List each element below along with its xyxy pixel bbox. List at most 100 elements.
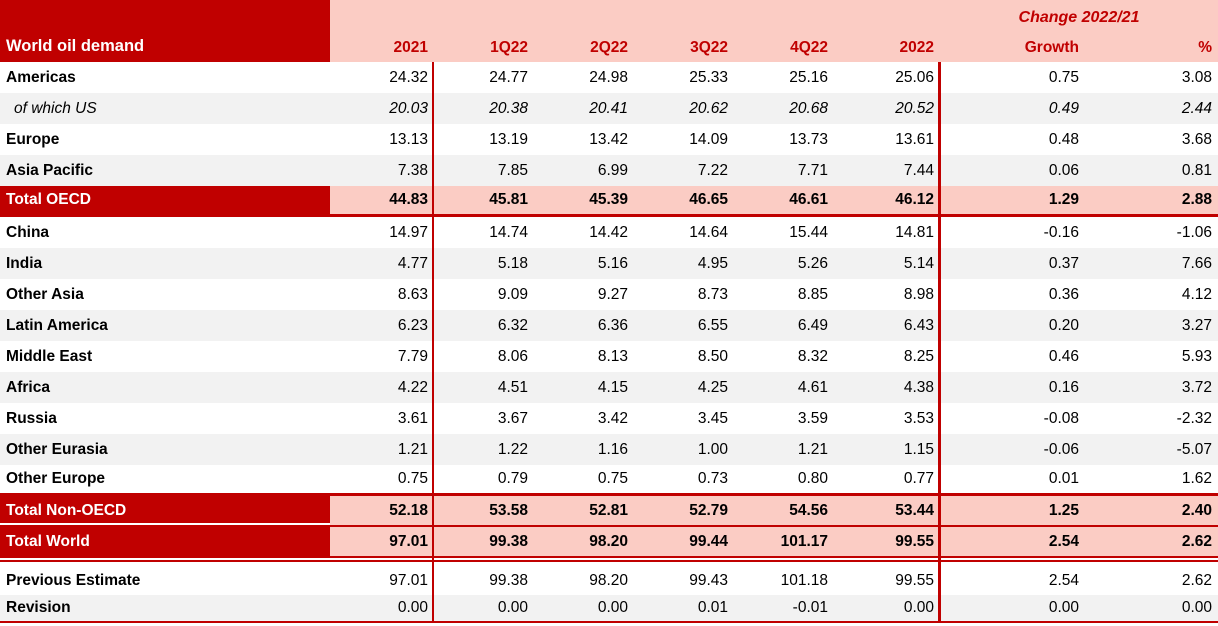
table-row: Total World 97.01 99.38 98.20 99.44 101.… <box>0 527 1218 558</box>
cell-4q22: -0.01 <box>792 599 828 616</box>
cell-4q22: 15.44 <box>789 223 828 241</box>
column-header: 2022 <box>899 38 934 56</box>
cell-4q22: 54.56 <box>734 496 834 525</box>
cell-growth: 0.36 <box>1048 285 1079 303</box>
cell-2022: 5.14 <box>903 254 934 272</box>
cell-2q22: 6.36 <box>597 316 628 334</box>
cell-2q22: 24.98 <box>589 68 628 86</box>
cell-1q22: 20.38 <box>489 99 528 117</box>
cell-percent: 3.72 <box>1181 378 1212 396</box>
cell-percent: -2.32 <box>1176 409 1212 427</box>
cell-1q22: 53.58 <box>434 496 534 525</box>
row-label: Total World <box>0 527 330 556</box>
table-row: Other Eurasia 1.21 1.22 1.16 1.00 1.21 1… <box>0 434 1218 465</box>
cell-growth: 0.20 <box>1048 316 1079 334</box>
cell-percent: 2.62 <box>1181 572 1212 589</box>
cell-percent: 2.88 <box>1085 186 1218 214</box>
cell-2022: 53.44 <box>834 496 940 525</box>
column-headers: 2021 1Q22 2Q22 3Q22 4Q22 2022 Growth% <box>330 33 1218 62</box>
table-row: Americas 24.32 24.77 24.98 25.33 25.16 2… <box>0 62 1218 93</box>
cell-3q22: 6.55 <box>697 316 728 334</box>
cell-1q22: 14.74 <box>489 223 528 241</box>
row-label: Other Asia <box>6 285 84 303</box>
cell-4q22: 6.49 <box>797 316 828 334</box>
table-row: Russia 3.61 3.67 3.42 3.45 3.59 3.53 -0.… <box>0 403 1218 434</box>
cell-2q22: 0.75 <box>597 470 628 487</box>
cell-2q22: 13.42 <box>589 130 628 148</box>
cell-2022: 1.15 <box>903 440 934 458</box>
cell-2021: 8.63 <box>397 285 428 303</box>
cell-4q22: 0.80 <box>797 470 828 487</box>
table-row: Europe 13.13 13.19 13.42 14.09 13.73 13.… <box>0 124 1218 155</box>
row-label: Total Non-OECD <box>0 496 330 525</box>
cell-1q22: 7.85 <box>497 161 528 179</box>
cell-2021: 97.01 <box>389 572 428 589</box>
cell-percent: 1.62 <box>1181 470 1212 487</box>
table-title: World oil demand <box>6 37 145 55</box>
row-label: Asia Pacific <box>6 161 94 179</box>
cell-1q22: 24.77 <box>489 68 528 86</box>
cell-2q22: 98.20 <box>589 572 628 589</box>
cell-2022: 14.81 <box>895 223 934 241</box>
cell-3q22: 20.62 <box>689 99 728 117</box>
table-row: of which US 20.03 20.38 20.41 20.62 20.6… <box>0 93 1218 124</box>
cell-4q22: 5.26 <box>797 254 828 272</box>
row-label: Africa <box>6 378 50 396</box>
cell-2q22: 20.41 <box>589 99 628 117</box>
row-label: China <box>6 223 50 241</box>
table-row: Total OECD 44.83 45.81 45.39 46.65 46.61… <box>0 186 1218 217</box>
cell-2022: 8.98 <box>903 285 934 303</box>
cell-2021: 7.79 <box>397 347 428 365</box>
cell-2q22: 14.42 <box>589 223 628 241</box>
cell-growth: 0.46 <box>1048 347 1079 365</box>
cell-1q22: 99.38 <box>489 572 528 589</box>
table-row: Total Non-OECD 52.18 53.58 52.81 52.79 5… <box>0 496 1218 527</box>
table-row: Other Europe 0.75 0.79 0.75 0.73 0.80 0.… <box>0 465 1218 496</box>
table-row: Other Asia 8.63 9.09 9.27 8.73 8.85 8.98… <box>0 279 1218 310</box>
row-label: Previous Estimate <box>6 572 141 589</box>
cell-3q22: 0.73 <box>697 470 728 487</box>
cell-1q22: 5.18 <box>497 254 528 272</box>
cell-growth: 1.29 <box>940 186 1085 214</box>
cell-4q22: 4.61 <box>797 378 828 396</box>
cell-2q22: 98.20 <box>534 527 634 556</box>
cell-growth: 0.75 <box>1048 68 1079 86</box>
table-header: World oil demand Change 2022/21 2021 1Q22… <box>0 0 1218 62</box>
cell-4q22: 101.17 <box>734 527 834 556</box>
cell-3q22: 7.22 <box>697 161 728 179</box>
cell-growth: 2.54 <box>940 527 1085 556</box>
cell-2021: 14.97 <box>389 223 428 241</box>
cell-2022: 99.55 <box>895 572 934 589</box>
cell-2q22: 6.99 <box>597 161 628 179</box>
cell-2021: 13.13 <box>389 130 428 148</box>
cell-2021: 20.03 <box>389 99 428 117</box>
cell-3q22: 0.01 <box>697 599 728 616</box>
cell-1q22: 1.22 <box>497 440 528 458</box>
cell-4q22: 1.21 <box>797 440 828 458</box>
table-row: Middle East 7.79 8.06 8.13 8.50 8.32 8.2… <box>0 341 1218 372</box>
table-row: China 14.97 14.74 14.42 14.64 15.44 14.8… <box>0 217 1218 248</box>
table-row: Asia Pacific 7.38 7.85 6.99 7.22 7.71 7.… <box>0 155 1218 186</box>
table-row: India 4.77 5.18 5.16 4.95 5.26 5.14 0.37… <box>0 248 1218 279</box>
cell-3q22: 52.79 <box>634 496 734 525</box>
divider-before-growth <box>938 62 941 623</box>
cell-4q22: 3.59 <box>797 409 828 427</box>
cell-2021: 24.32 <box>389 68 428 86</box>
cell-2q22: 9.27 <box>597 285 628 303</box>
table-title-cell: World oil demand <box>0 0 330 62</box>
row-label: Revision <box>6 599 71 616</box>
column-header: 2021 <box>393 38 428 56</box>
cell-2q22: 1.16 <box>597 440 628 458</box>
cell-1q22: 3.67 <box>497 409 528 427</box>
column-header: 1Q22 <box>490 38 528 56</box>
cell-growth: 0.16 <box>1048 378 1079 396</box>
cell-percent: 2.44 <box>1181 99 1212 117</box>
cell-percent: 0.81 <box>1181 161 1212 179</box>
cell-1q22: 99.38 <box>434 527 534 556</box>
cell-4q22: 101.18 <box>780 572 828 589</box>
row-label: Americas <box>6 68 76 86</box>
cell-percent: 7.66 <box>1181 254 1212 272</box>
cell-4q22: 8.85 <box>797 285 828 303</box>
change-header: Change 2022/21 <box>1018 8 1140 26</box>
cell-percent: 5.93 <box>1181 347 1212 365</box>
